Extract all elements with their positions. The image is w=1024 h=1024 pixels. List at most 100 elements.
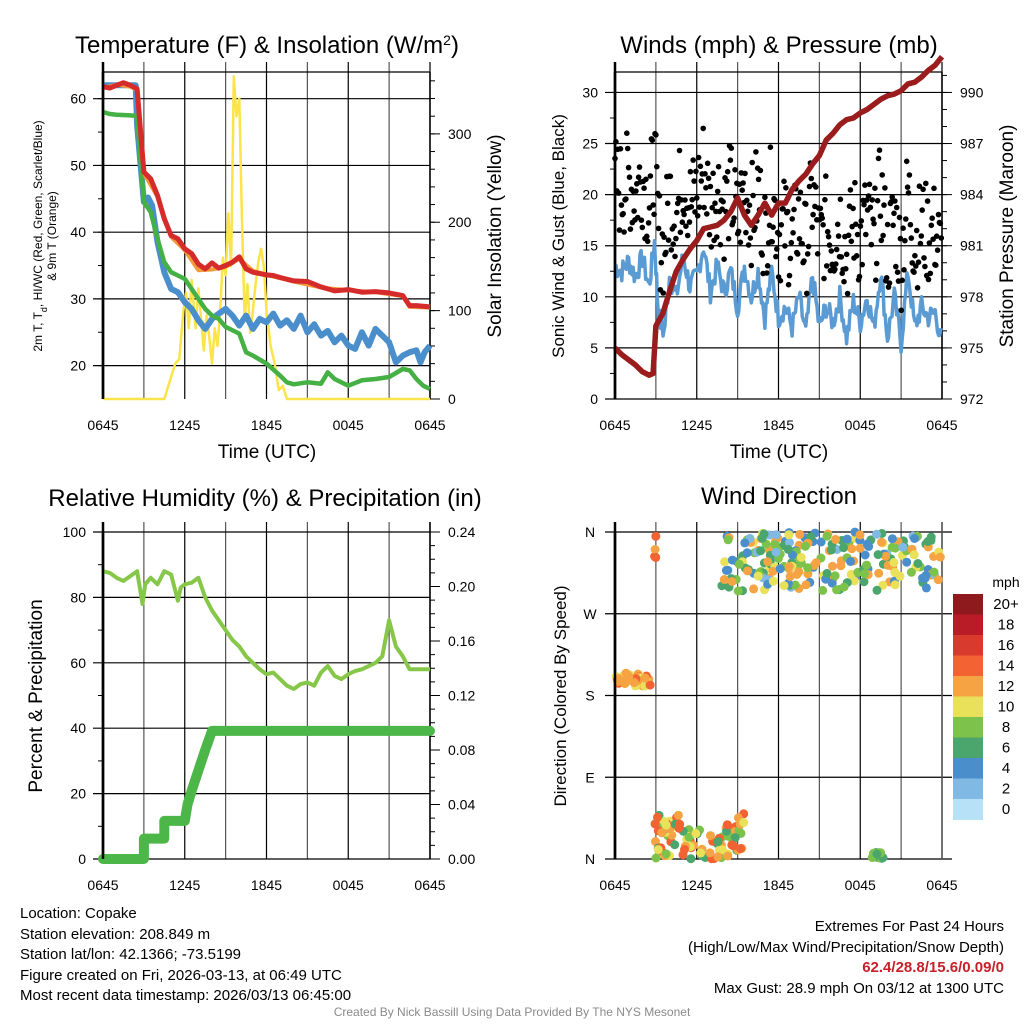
wind-direction-point — [890, 567, 900, 577]
gust-point — [617, 146, 624, 152]
gust-point — [641, 185, 647, 191]
gust-point — [844, 290, 851, 297]
gust-point — [755, 176, 762, 183]
gust-point — [644, 233, 650, 240]
gust-point — [635, 174, 642, 180]
colorbar-block — [953, 717, 983, 738]
y-tick-label: 40 — [70, 720, 86, 736]
gust-point — [904, 184, 911, 190]
gust-point — [850, 205, 856, 212]
gust-point — [914, 285, 921, 291]
gust-point — [787, 255, 794, 262]
gust-point — [620, 210, 626, 217]
gust-point — [825, 233, 832, 240]
y2-tick-label: 0.20 — [448, 579, 475, 595]
wind-direction-point — [839, 582, 849, 592]
wind-direction-point — [902, 557, 912, 567]
wind-direction-point — [727, 840, 737, 850]
gust-point — [804, 251, 811, 257]
wind-direction-point — [898, 542, 908, 552]
gust-point — [784, 208, 791, 215]
humidity-chart-title: Relative Humidity (%) & Precipitation (i… — [48, 485, 481, 512]
y-tick-label: W — [583, 606, 597, 622]
gust-point — [925, 276, 932, 283]
wind-direction-point — [818, 585, 828, 595]
gust-point — [821, 275, 827, 282]
y2-tick-label: 0.24 — [448, 524, 475, 540]
wind-direction-point — [872, 849, 882, 859]
gust-point — [805, 243, 812, 250]
gust-point — [835, 233, 842, 239]
colorbar-tick-label: 8 — [1002, 719, 1010, 736]
gust-point — [665, 237, 672, 243]
colorbar-unit-label: mph — [992, 574, 1019, 590]
gust-point — [803, 201, 809, 207]
gust-point — [923, 180, 929, 187]
gust-point — [664, 200, 671, 207]
gust-point — [660, 290, 666, 296]
extremes-legend: (High/Low/Max Wind/Precipitation/Snow De… — [688, 938, 1004, 956]
gust-point — [920, 186, 926, 193]
gust-point — [688, 204, 695, 210]
wind-direction-point — [719, 575, 729, 584]
gust-point — [845, 232, 852, 239]
wind-direction-point — [733, 586, 743, 596]
wind-direction-point — [757, 533, 767, 543]
gust-point — [868, 241, 875, 248]
gust-point — [663, 249, 669, 256]
gust-point — [706, 231, 713, 238]
y-tick-label: 40 — [70, 224, 86, 240]
wind-direction-point — [713, 837, 723, 847]
wind-direction-point — [785, 538, 794, 547]
gust-point — [698, 178, 705, 184]
wind-direction-point — [801, 580, 811, 590]
wind-direction-point — [645, 680, 655, 690]
colorbar-tick-label: 0 — [1002, 801, 1010, 818]
wind-direction-point — [822, 531, 832, 541]
wind-direction-point — [763, 557, 773, 567]
gust-point — [899, 277, 905, 284]
gust-point — [742, 170, 748, 177]
wind-direction-point — [890, 543, 900, 553]
y-tick-label: 30 — [70, 291, 86, 307]
gust-point — [794, 251, 801, 257]
gust-point — [928, 222, 935, 229]
wind-direction-point — [675, 819, 685, 829]
gust-point — [715, 163, 722, 170]
y-tick-label: 20 — [582, 187, 598, 203]
wind-direction-point — [783, 544, 793, 554]
gust-point — [702, 171, 708, 177]
gust-point — [922, 263, 928, 270]
wind-direction-point — [736, 844, 746, 854]
gust-point — [894, 269, 901, 276]
gust-point — [645, 220, 652, 226]
gust-point — [913, 227, 920, 234]
wind-direction-point — [784, 530, 794, 540]
gust-point — [650, 202, 656, 208]
wind-direction-point — [696, 848, 706, 858]
gust-point — [879, 172, 885, 178]
wind-direction-point — [828, 561, 837, 571]
latlon-text: Station lat/lon: 42.1366; -73.5199 — [20, 946, 242, 963]
gust-point — [786, 272, 793, 279]
y-tick-label: 25 — [582, 136, 598, 152]
gust-point — [833, 246, 840, 253]
gust-point — [843, 266, 849, 272]
wind-direction-point — [723, 851, 733, 861]
gust-point — [781, 178, 787, 185]
wind-direction-point — [720, 557, 730, 567]
wind-direction-point — [862, 539, 872, 549]
gust-point — [880, 232, 886, 239]
gust-point — [674, 200, 681, 207]
gust-point — [857, 223, 864, 229]
gust-point — [882, 185, 888, 191]
x-tick-label: 1245 — [681, 877, 712, 893]
gust-point — [806, 183, 813, 190]
wind-direction-point — [822, 568, 832, 578]
wind-direction-point — [624, 672, 634, 682]
y-tick-label: 30 — [582, 84, 598, 100]
gust-point — [813, 184, 819, 190]
gust-point — [626, 174, 633, 180]
colorbar-block — [953, 655, 983, 677]
gust-point — [785, 281, 792, 288]
